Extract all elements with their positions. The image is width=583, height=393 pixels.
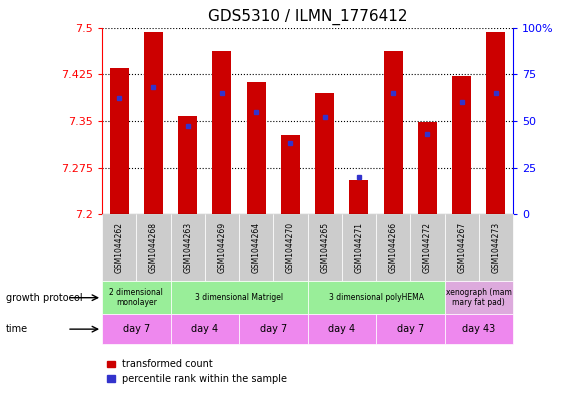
Bar (247, 82, 266, 214)
Bar (384, 51, 403, 214)
Text: day 4: day 4 (191, 324, 219, 334)
Text: 3 dimensional polyHEMA: 3 dimensional polyHEMA (329, 293, 423, 302)
Text: day 4: day 4 (328, 324, 356, 334)
Text: growth protocol: growth protocol (6, 293, 82, 303)
Legend: transformed count, percentile rank within the sample: transformed count, percentile rank withi… (107, 359, 287, 384)
Bar (178, 116, 197, 214)
Bar (281, 134, 300, 214)
Text: 3 dimensional Matrigel: 3 dimensional Matrigel (195, 293, 283, 302)
Text: GSM1044272: GSM1044272 (423, 222, 432, 273)
Text: GSM1044269: GSM1044269 (217, 222, 226, 273)
Text: xenograph (mam
mary fat pad): xenograph (mam mary fat pad) (446, 288, 512, 307)
Text: day 7: day 7 (259, 324, 287, 334)
Bar (144, 33, 163, 214)
Text: GSM1044266: GSM1044266 (389, 222, 398, 273)
Bar (349, 180, 368, 214)
Title: GDS5310 / ILMN_1776412: GDS5310 / ILMN_1776412 (208, 9, 408, 25)
Text: day 7: day 7 (396, 324, 424, 334)
Bar (418, 122, 437, 214)
Text: time: time (6, 324, 28, 334)
Text: GSM1044268: GSM1044268 (149, 222, 158, 273)
Text: GSM1044267: GSM1044267 (457, 222, 466, 273)
Bar (212, 51, 231, 214)
Bar (110, 68, 129, 214)
Text: GSM1044265: GSM1044265 (320, 222, 329, 273)
Text: GSM1044263: GSM1044263 (183, 222, 192, 273)
Bar (452, 76, 471, 214)
Text: 2 dimensional
monolayer: 2 dimensional monolayer (110, 288, 163, 307)
Text: GSM1044264: GSM1044264 (252, 222, 261, 273)
Text: GSM1044273: GSM1044273 (491, 222, 500, 273)
Text: GSM1044271: GSM1044271 (354, 222, 363, 273)
Text: day 43: day 43 (462, 324, 496, 334)
Text: GSM1044262: GSM1044262 (115, 222, 124, 273)
Bar (486, 33, 505, 214)
Bar (315, 93, 334, 214)
Text: GSM1044270: GSM1044270 (286, 222, 295, 273)
Text: day 7: day 7 (122, 324, 150, 334)
